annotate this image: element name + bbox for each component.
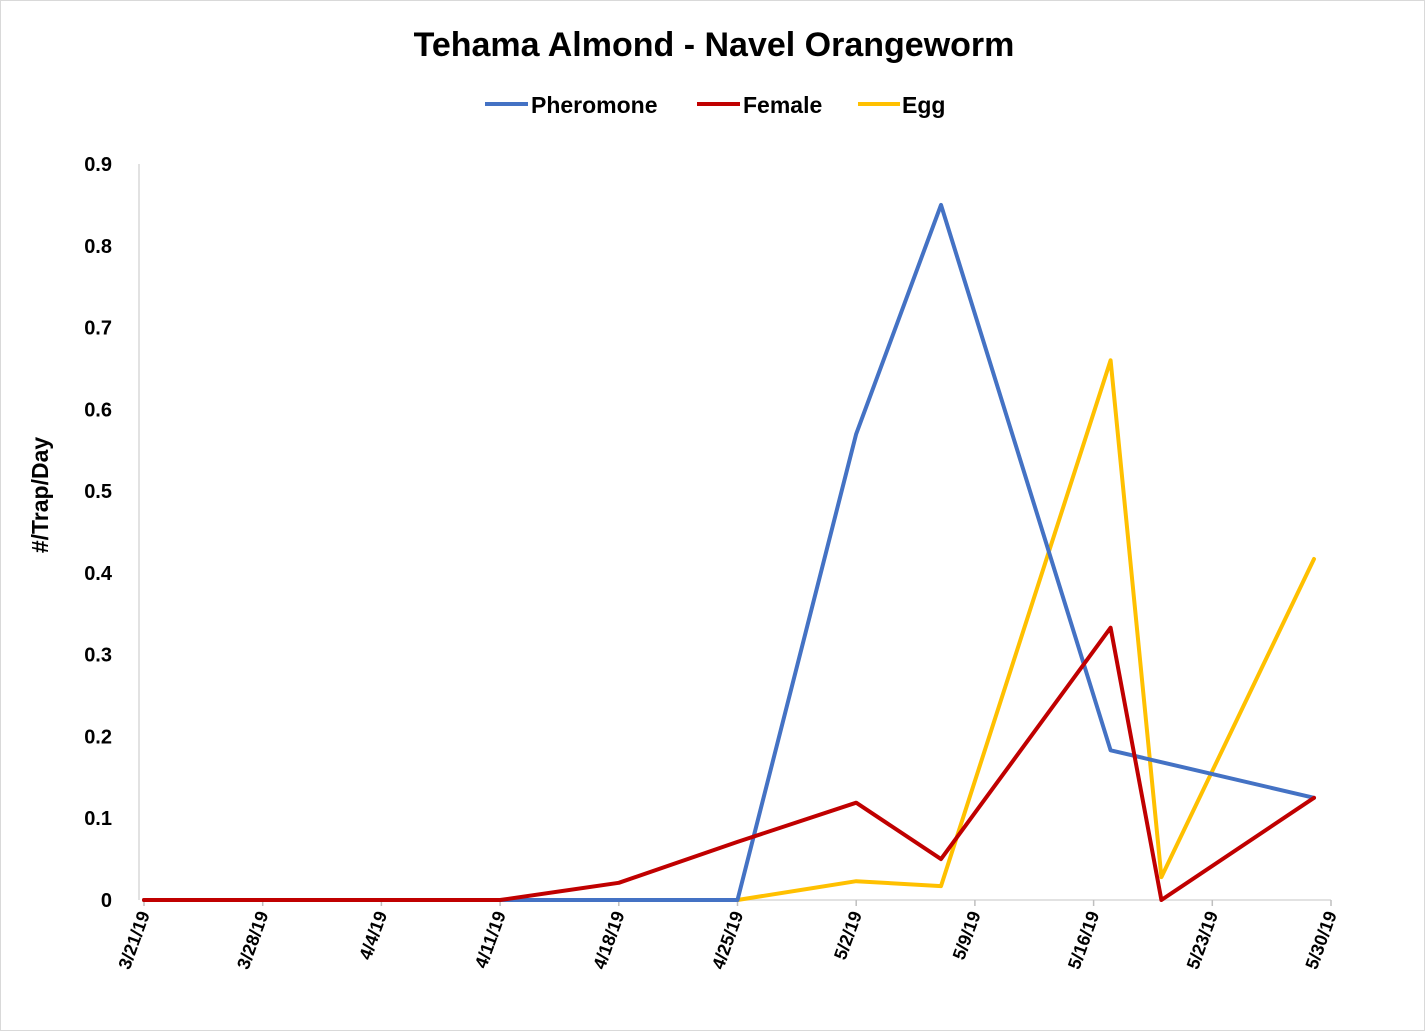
y-tick-label: 0.2 xyxy=(84,726,112,748)
x-tick-label: 5/2/19 xyxy=(830,909,866,963)
legend: Pheromone Female Egg xyxy=(485,92,945,118)
y-tick-label: 0.3 xyxy=(84,645,112,667)
legend-item-pheromone: Pheromone xyxy=(485,92,658,118)
legend-label: Pheromone xyxy=(531,92,658,118)
x-tick-label: 3/28/19 xyxy=(233,909,272,972)
y-tick-label: 0.5 xyxy=(84,481,112,503)
y-tick-label: 0.7 xyxy=(84,318,112,340)
x-tick-label: 4/4/19 xyxy=(355,909,391,963)
y-tick-label: 0.6 xyxy=(84,399,112,421)
y-tick-label: 0.9 xyxy=(84,154,112,176)
x-tick-label: 4/11/19 xyxy=(471,909,510,971)
series-lines xyxy=(142,202,1316,902)
x-tick-label: 5/23/19 xyxy=(1183,909,1222,972)
x-tick-label: 5/30/19 xyxy=(1301,909,1340,972)
x-axis: 3/21/19 3/28/19 4/4/19 4/11/19 4/18/19 4/25/1… xyxy=(114,899,1341,972)
series-line-pheromone xyxy=(142,202,1316,902)
y-axis: 0 0.1 0.2 0.3 0.4 0.5 0.6 0.7 0.8 0.9 xyxy=(84,154,140,912)
x-tick-label: 3/21/19 xyxy=(114,909,153,972)
x-tick-label: 4/25/19 xyxy=(708,909,747,972)
y-tick-label: 0 xyxy=(101,890,112,912)
x-tick-label: 4/18/19 xyxy=(589,909,628,972)
legend-label: Egg xyxy=(902,92,945,118)
legend-label: Female xyxy=(743,92,822,118)
y-tick-label: 0.8 xyxy=(84,236,112,258)
y-tick-label: 0.4 xyxy=(84,563,113,585)
series-line-female xyxy=(142,625,1316,902)
legend-item-egg: Egg xyxy=(858,92,945,118)
legend-item-female: Female xyxy=(697,92,822,118)
y-tick-label: 0.1 xyxy=(84,808,112,830)
series-line-egg xyxy=(142,358,1316,902)
y-axis-label: #/Trap/Day xyxy=(27,437,53,554)
x-tick-label: 5/9/19 xyxy=(949,909,985,963)
chart-title: Tehama Almond - Navel Orangeworm xyxy=(414,26,1015,64)
x-tick-label: 5/16/19 xyxy=(1064,909,1103,972)
